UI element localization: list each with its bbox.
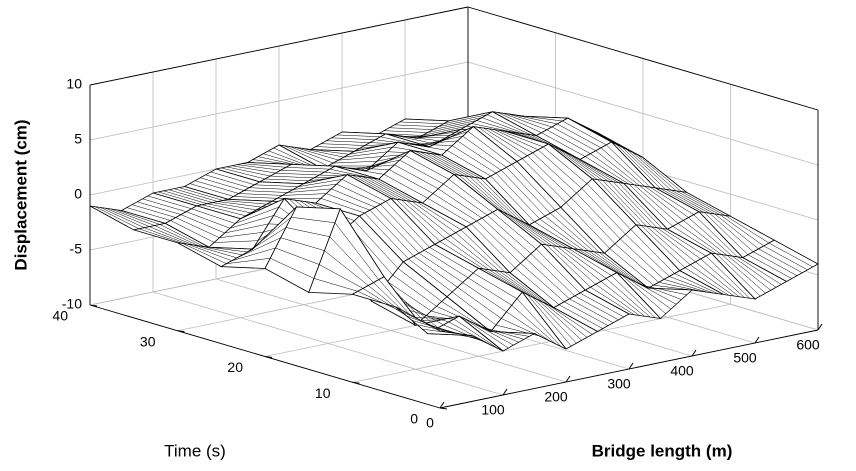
x-tick-label: 0	[426, 415, 434, 431]
x-tick-label: 400	[670, 363, 694, 379]
axis-line	[90, 305, 440, 408]
z-tick-label: 10	[66, 76, 82, 92]
x-tick-label: 500	[733, 350, 757, 366]
y-tick-label: 10	[315, 385, 331, 401]
z-tick-label: 0	[74, 186, 82, 202]
x-tick-label: 600	[796, 337, 820, 353]
z-tick-label: -10	[62, 296, 82, 312]
tick-mark	[818, 324, 822, 330]
z-axis-label: Displacement (cm)	[11, 119, 30, 270]
x-tick-label: 300	[607, 376, 631, 392]
x-tick-label: 200	[544, 389, 568, 405]
surface	[90, 112, 818, 351]
x-tick-label: 100	[481, 402, 505, 418]
y-tick-label: 20	[227, 359, 243, 375]
x-axis-label: Bridge length (m)	[592, 441, 733, 460]
z-tick-label: 5	[74, 131, 82, 147]
y-tick-label: 30	[140, 333, 156, 349]
y-axis-label: Time (s)	[164, 441, 226, 460]
y-tick-label: 0	[410, 411, 418, 427]
z-tick-label: -5	[70, 241, 83, 257]
